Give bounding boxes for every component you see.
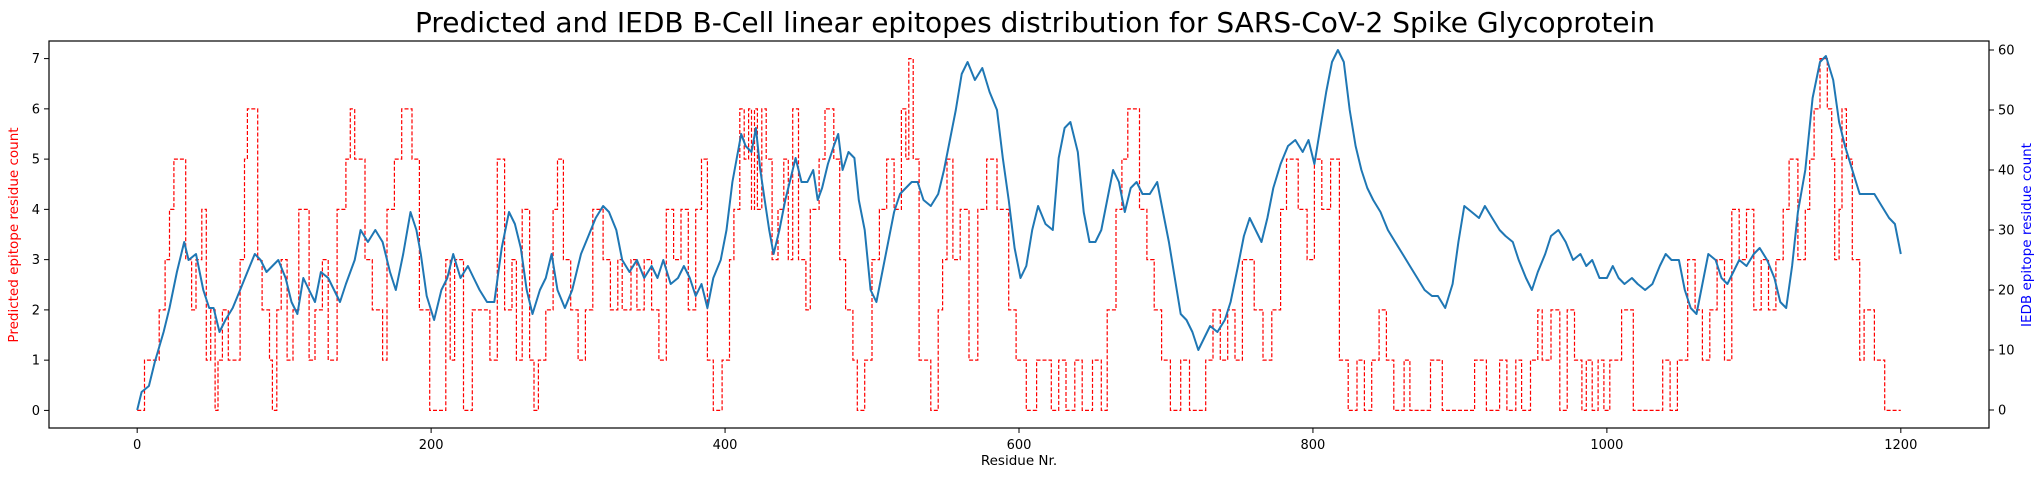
left-y-tick-label: 7 — [32, 52, 40, 67]
left-y-tick-label: 1 — [32, 354, 40, 369]
right-y-tick-label: 40 — [1998, 164, 2015, 179]
x-tick-label: 400 — [713, 438, 738, 453]
x-tick-label: 1200 — [1884, 438, 1917, 453]
left-y-tick-label: 5 — [32, 153, 40, 168]
x-axis: 0 200 400 600 800 1000 1200 — [133, 428, 1917, 453]
x-tick-label: 800 — [1301, 438, 1326, 453]
right-y-tick-label: 30 — [1998, 224, 2015, 239]
plot-area — [136, 49, 1902, 411]
right-y-axis: 0 10 20 30 40 50 60 — [1989, 44, 2015, 419]
right-y-tick-label: 20 — [1998, 284, 2015, 299]
x-tick-label: 200 — [419, 438, 444, 453]
x-tick-label: 0 — [133, 438, 141, 453]
left-y-axis: 0 1 2 3 4 5 6 7 — [32, 52, 49, 419]
x-tick-label: 1000 — [1590, 438, 1623, 453]
x-tick-label: 600 — [1007, 438, 1032, 453]
chart-title: Predicted and IEDB B-Cell linear epitope… — [415, 6, 1655, 39]
right-y-tick-label: 60 — [1998, 44, 2015, 59]
left-y-tick-label: 4 — [32, 203, 40, 218]
left-y-tick-label: 2 — [32, 303, 40, 318]
left-y-tick-label: 0 — [32, 404, 40, 419]
left-y-tick-label: 6 — [32, 102, 40, 117]
right-y-axis-label: IEDB epitope residue count — [2019, 143, 2035, 327]
right-y-tick-label: 0 — [1998, 404, 2006, 419]
left-y-tick-label: 3 — [32, 253, 40, 268]
right-y-tick-label: 10 — [1998, 344, 2015, 359]
left-y-axis-label: Predicted epitope residue count — [6, 127, 22, 342]
x-axis-label: Residue Nr. — [981, 453, 1057, 469]
predicted-epitope-line — [137, 58, 1901, 411]
right-y-tick-label: 50 — [1998, 104, 2015, 119]
iedb-epitope-line — [136, 49, 1902, 411]
